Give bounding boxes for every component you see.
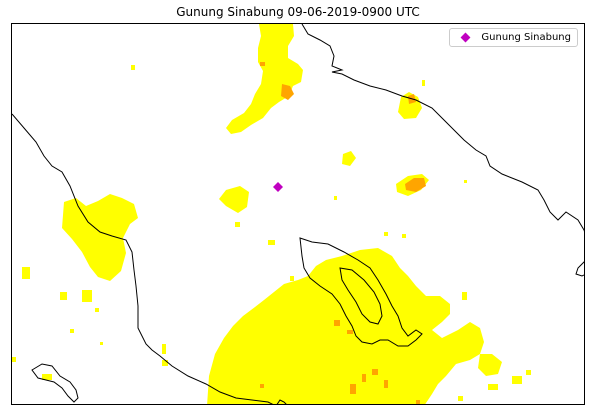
- ash-speck: [402, 234, 406, 238]
- map-frame[interactable]: Gunung Sinabung: [11, 23, 585, 405]
- ash-dense-speck: [347, 330, 353, 334]
- ash-speck: [22, 267, 30, 279]
- ash-dense-speck: [416, 400, 420, 404]
- ash-speck: [60, 292, 67, 300]
- ash-dense-speck: [384, 380, 388, 388]
- coastline-island-southwest: [31, 363, 79, 403]
- diamond-marker-icon: [460, 32, 471, 43]
- ash-speck: [70, 329, 74, 333]
- ash-speck: [462, 292, 467, 300]
- coastline-lake-toba: [299, 237, 423, 347]
- ash-dense-speck: [372, 369, 378, 375]
- ash-dense-north: [281, 84, 294, 100]
- ash-dense-speck: [350, 384, 356, 394]
- ash-speck: [290, 276, 294, 281]
- ash-speck: [334, 196, 337, 200]
- ash-speck: [131, 65, 135, 70]
- ash-speck: [42, 374, 52, 380]
- ash-speck: [162, 344, 166, 354]
- ash-speck: [12, 357, 16, 362]
- ash-dense-speck: [260, 384, 264, 388]
- ash-region-small-1: [342, 151, 356, 166]
- ash-region-south: [207, 248, 484, 404]
- ash-speck: [82, 290, 92, 302]
- ash-speck: [526, 370, 531, 375]
- coastline-east-tip: [575, 261, 584, 277]
- ash-speck: [100, 342, 103, 345]
- ash-dense-east: [405, 178, 426, 192]
- ash-dense-speck: [260, 62, 265, 66]
- coastlines: [12, 24, 584, 404]
- ash-speck: [492, 384, 498, 390]
- ash-region-north: [226, 24, 303, 134]
- ash-speck: [268, 240, 275, 245]
- ash-speck: [235, 222, 240, 227]
- ash-speck: [512, 376, 522, 384]
- volcano-marker-sinabung[interactable]: [273, 182, 283, 192]
- ash-region-west: [62, 194, 138, 281]
- map-legend: Gunung Sinabung: [449, 28, 578, 47]
- ash-dense-speck: [334, 320, 340, 326]
- coastline-lake-island: [339, 267, 383, 325]
- ash-region-south-east: [478, 354, 502, 376]
- page-title: Gunung Sinabung 09-06-2019-0900 UTC: [176, 5, 420, 19]
- coastline-sumatra-west: [12, 113, 274, 404]
- ash-dense-regions: [260, 62, 426, 404]
- coastline-south-bottom: [276, 399, 287, 404]
- ash-speck: [95, 308, 99, 312]
- ash-cloud-regions: [12, 24, 531, 404]
- ash-speck: [458, 396, 463, 401]
- ash-region-northeast: [398, 92, 422, 119]
- ash-speck: [384, 232, 388, 236]
- ash-speck: [422, 80, 425, 86]
- map-canvas: [12, 24, 584, 404]
- ash-region-small-2: [219, 186, 249, 213]
- ash-speck: [464, 180, 467, 183]
- legend-label: Gunung Sinabung: [481, 32, 571, 43]
- ash-dense-speck: [362, 374, 366, 382]
- ash-speck: [162, 360, 168, 366]
- coastline-north-strait: [301, 24, 584, 232]
- ash-speck: [488, 384, 492, 390]
